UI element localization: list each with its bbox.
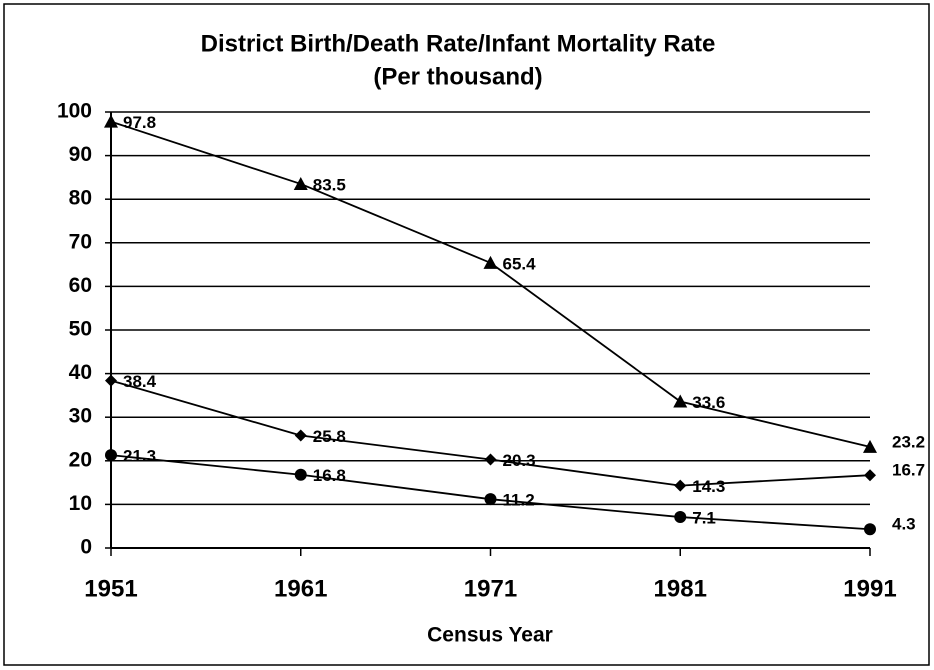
data-label: 65.4	[503, 254, 537, 273]
data-label: 97.8	[123, 113, 156, 132]
marker	[864, 469, 876, 482]
marker	[674, 479, 687, 492]
data-label: 11.2	[503, 491, 535, 510]
marker	[484, 493, 497, 506]
marker	[484, 453, 497, 466]
marker	[673, 394, 688, 408]
y-tick-label: 10	[69, 492, 92, 515]
marker	[864, 523, 876, 536]
data-label: 33.6	[692, 393, 725, 412]
marker	[483, 255, 498, 269]
x-tick-label: 1981	[654, 575, 707, 602]
data-label: 7.1	[692, 509, 716, 528]
data-label: 21.3	[123, 447, 156, 466]
y-tick-label: 20	[69, 448, 92, 471]
marker	[104, 114, 118, 128]
data-label: 16.8	[313, 466, 346, 485]
marker	[293, 176, 308, 190]
x-axis-label: Census Year	[427, 624, 553, 647]
data-label: 25.8	[313, 427, 346, 446]
y-tick-label: 80	[69, 187, 92, 210]
data-label: 20.3	[503, 451, 536, 470]
marker	[863, 439, 877, 453]
marker	[674, 511, 687, 524]
marker	[105, 449, 117, 462]
y-tick-label: 40	[69, 361, 92, 384]
y-tick-label: 90	[69, 143, 92, 166]
data-label: 4.3	[892, 515, 916, 534]
y-tick-label: 100	[57, 100, 92, 123]
y-tick-label: 60	[69, 274, 92, 297]
data-label: 14.3	[692, 477, 725, 496]
x-tick-label: 1961	[274, 575, 327, 602]
y-tick-label: 70	[69, 230, 92, 253]
data-label: 83.5	[313, 175, 346, 194]
y-tick-label: 0	[80, 536, 92, 559]
chart-frame	[3, 3, 930, 666]
chart-title: District Birth/Death Rate/Infant Mortali…	[201, 30, 716, 57]
y-tick-label: 30	[69, 405, 92, 428]
data-label: 38.4	[123, 372, 157, 391]
x-tick-label: 1991	[843, 575, 896, 602]
data-label: 23.2	[892, 432, 925, 451]
marker	[294, 429, 307, 442]
chart-subtitle: (Per thousand)	[373, 63, 542, 90]
data-label: 16.7	[892, 461, 925, 480]
x-tick-label: 1951	[84, 575, 137, 602]
x-tick-label: 1971	[464, 575, 517, 602]
marker	[294, 468, 307, 481]
marker	[105, 374, 117, 387]
y-tick-label: 50	[69, 318, 92, 341]
